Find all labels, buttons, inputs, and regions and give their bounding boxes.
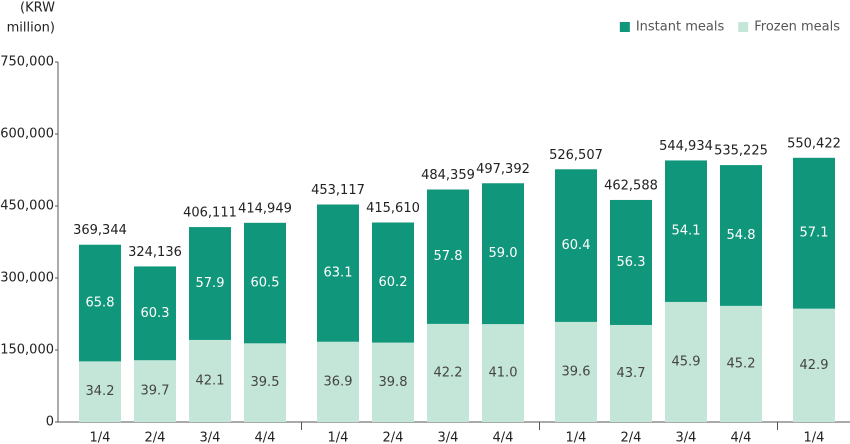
bar-segment	[189, 339, 231, 422]
data-label: 54.1	[672, 224, 701, 239]
data-label: 60.4	[562, 238, 591, 253]
data-label: 34.2	[86, 384, 115, 399]
bar-segment	[720, 165, 762, 306]
data-label: 39.7	[141, 384, 170, 399]
x-tick-label: 3/4	[676, 431, 697, 444]
total-label: 550,422	[787, 136, 841, 151]
legend-swatch	[738, 22, 749, 32]
legend-swatch	[619, 22, 630, 32]
bar-segment	[610, 324, 652, 422]
y-tick-label: 600,000	[0, 127, 54, 142]
x-tick-label: 4/4	[493, 431, 514, 444]
bar-segment	[665, 301, 707, 422]
data-label: 60.3	[141, 306, 170, 321]
bar-segment	[427, 323, 469, 422]
data-label: 39.8	[379, 375, 408, 390]
data-label: 42.2	[434, 365, 463, 380]
data-label: 63.1	[324, 266, 353, 281]
bar-segment	[372, 222, 414, 343]
bar-segment	[427, 189, 469, 324]
total-label: 462,588	[604, 178, 658, 193]
bar-segment	[317, 341, 359, 422]
data-label: 57.8	[434, 249, 463, 264]
bar-segment	[134, 360, 176, 422]
total-label: 324,136	[128, 245, 182, 260]
y-tick-label: 0	[46, 415, 54, 430]
bar-segment	[610, 199, 652, 325]
x-tick-label: 1/4	[328, 431, 349, 444]
y-axis-label: million)	[7, 21, 55, 36]
data-label: 42.9	[800, 358, 829, 373]
data-label: 65.8	[86, 296, 115, 311]
data-label: 60.2	[379, 275, 408, 290]
bar-segment	[482, 183, 524, 325]
y-axis-label: (KRW	[20, 1, 55, 16]
total-label: 415,610	[366, 201, 420, 216]
x-tick-label: 4/4	[255, 431, 276, 444]
bar-segment	[79, 244, 121, 362]
bar-segment	[372, 342, 414, 422]
data-label: 59.0	[489, 246, 518, 261]
bar-segment	[244, 343, 286, 422]
bar-segment	[244, 222, 286, 344]
x-tick-label: 4/4	[731, 431, 752, 444]
legend-label: Frozen meals	[754, 20, 840, 35]
bar-segment	[79, 361, 121, 422]
data-label: 45.9	[672, 354, 701, 369]
data-label: 45.2	[727, 356, 756, 371]
x-tick-label: 2/4	[621, 431, 642, 444]
data-label: 56.3	[617, 255, 646, 270]
total-label: 406,111	[183, 206, 237, 221]
x-tick-label: 1/4	[804, 431, 825, 444]
y-tick-label: 750,000	[0, 55, 54, 70]
data-label: 39.6	[562, 364, 591, 379]
x-tick-label: 2/4	[145, 431, 166, 444]
y-tick-label: 300,000	[0, 271, 54, 286]
x-tick-label: 1/4	[90, 431, 111, 444]
bar-segment	[665, 160, 707, 302]
x-tick-label: 1/4	[566, 431, 587, 444]
x-tick-label: 2/4	[383, 431, 404, 444]
total-label: 497,392	[476, 162, 530, 177]
total-label: 544,934	[659, 139, 713, 154]
data-label: 57.9	[196, 276, 225, 291]
bar-segment	[555, 169, 597, 322]
total-label: 369,344	[73, 223, 127, 238]
data-label: 36.9	[324, 374, 353, 389]
bar-segment	[189, 227, 231, 340]
bar-segment	[317, 204, 359, 342]
bar-segment	[793, 157, 835, 309]
y-tick-label: 450,000	[0, 199, 54, 214]
legend-label: Instant meals	[636, 20, 725, 35]
x-tick-label: 3/4	[200, 431, 221, 444]
data-label: 43.7	[617, 366, 646, 381]
data-label: 42.1	[196, 373, 225, 388]
data-label: 41.0	[489, 366, 518, 381]
total-label: 414,949	[238, 201, 292, 216]
data-label: 60.5	[251, 276, 280, 291]
x-tick-label: 3/4	[438, 431, 459, 444]
total-label: 526,507	[549, 148, 603, 163]
bar-segment	[720, 305, 762, 422]
bar-segment	[793, 308, 835, 422]
data-label: 39.5	[251, 375, 280, 390]
data-label: 54.8	[727, 228, 756, 243]
total-label: 535,225	[714, 144, 768, 159]
total-label: 453,117	[311, 183, 365, 198]
bar-segment	[482, 324, 524, 422]
bar-segment	[555, 321, 597, 422]
data-label: 57.1	[800, 226, 829, 241]
total-label: 484,359	[421, 168, 475, 183]
bar-segment	[134, 266, 176, 361]
y-tick-label: 150,000	[0, 343, 54, 358]
